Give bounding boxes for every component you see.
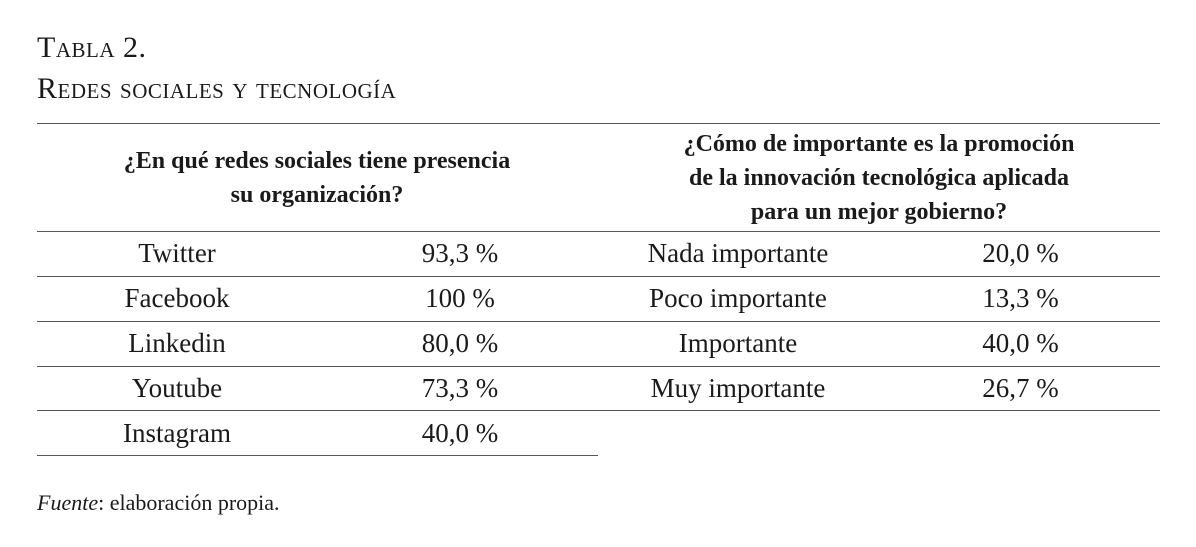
right-row-value: 26,7 % [982, 373, 1059, 403]
left-row-value: 40,0 % [421, 418, 499, 448]
table-caption-number: Tabla 2. [37, 31, 147, 64]
right-header-line: ¿Cómo de importante es la promoción [683, 131, 1075, 157]
table-caption-title: Redes sociales y tecnología [37, 72, 397, 105]
left-row-value: 80,0 % [421, 328, 499, 358]
left-header-line: su organización? [230, 182, 404, 208]
right-row-label: Poco importante [649, 283, 827, 313]
left-bottom-rule [37, 455, 598, 456]
left-row-label: Twitter [138, 238, 216, 268]
left-row-label: Linkedin [128, 328, 226, 358]
row-rule [37, 410, 1160, 411]
left-row-value: 73,3 % [421, 373, 499, 403]
right-row-label: Importante [678, 328, 798, 358]
row-rule [37, 366, 1160, 367]
source-label: Fuente [37, 490, 99, 515]
left-row-value: 93,3 % [421, 238, 499, 268]
right-row-value: 13,3 % [982, 283, 1059, 313]
row-rule [37, 276, 1160, 277]
right-row-value: 20,0 % [982, 238, 1059, 268]
left-row-value: 100 % [425, 283, 495, 313]
right-row-label: Nada importante [647, 238, 829, 268]
header-rule [37, 231, 1160, 232]
right-row-value: 40,0 % [982, 328, 1059, 358]
source-text: : elaboración propia. [98, 490, 280, 515]
right-header-line: de la innovación tecnológica aplicada [688, 165, 1069, 191]
left-table-header: ¿En qué redes sociales tiene presencia s… [37, 144, 597, 212]
left-row-label: Youtube [131, 373, 223, 403]
right-header-line: para un mejor gobierno? [750, 199, 1008, 225]
left-header-line: ¿En qué redes sociales tiene presencia [123, 148, 511, 174]
top-rule [37, 123, 1160, 124]
left-row-label: Facebook [124, 283, 230, 313]
left-row-label: Instagram [123, 418, 231, 448]
right-table-header: ¿Cómo de importante es la promoción de l… [598, 127, 1160, 229]
row-rule [37, 321, 1160, 322]
right-row-label: Muy importante [650, 373, 826, 403]
table-source-note: Fuente: elaboración propia. [37, 490, 280, 516]
